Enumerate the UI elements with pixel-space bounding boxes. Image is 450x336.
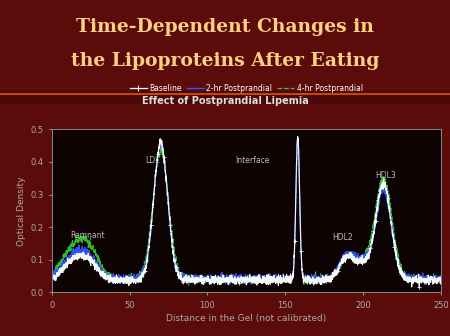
- Y-axis label: Optical Density: Optical Density: [17, 176, 26, 246]
- Text: HDL2: HDL2: [332, 233, 353, 242]
- Text: HDL3: HDL3: [376, 171, 396, 180]
- Text: LDL: LDL: [145, 156, 160, 165]
- Text: Time-Dependent Changes in: Time-Dependent Changes in: [76, 18, 374, 37]
- X-axis label: Distance in the Gel (not calibrated): Distance in the Gel (not calibrated): [166, 314, 327, 323]
- Text: the Lipoproteins After Eating: the Lipoproteins After Eating: [71, 52, 379, 70]
- Text: Remnant: Remnant: [71, 231, 105, 240]
- Legend: Baseline, 2-hr Postprandial, 4-hr Postprandial: Baseline, 2-hr Postprandial, 4-hr Postpr…: [127, 81, 366, 96]
- Text: Interface: Interface: [235, 156, 270, 165]
- Text: Effect of Postprandial Lipemia: Effect of Postprandial Lipemia: [142, 96, 308, 106]
